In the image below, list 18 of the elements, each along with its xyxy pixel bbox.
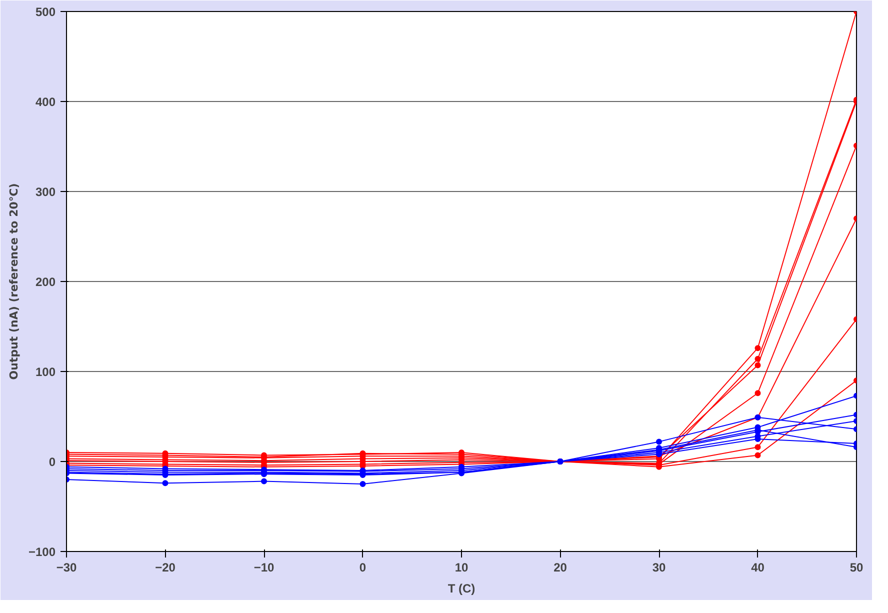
x-tick-label: 40	[751, 560, 765, 574]
x-tick-label: 50	[850, 560, 864, 574]
x-tick-label: 30	[652, 560, 666, 574]
x-tick-label: −30	[56, 560, 78, 574]
y-tick-label: −100	[28, 545, 56, 559]
y-tick-label: 500	[35, 5, 56, 19]
x-tick-label: −10	[254, 560, 275, 574]
x-tick-label: 10	[454, 560, 468, 574]
x-tick-label: −20	[155, 560, 176, 574]
x-tick-label: 20	[554, 560, 568, 574]
x-axis-title: T (C)	[448, 582, 476, 596]
y-tick-label: 0	[48, 455, 56, 469]
y-axis-title: Output (nA) (reference to 20℃)	[8, 183, 20, 380]
x-tick-label: 0	[359, 560, 366, 574]
y-tick-label: 100	[35, 365, 56, 379]
y-tick-label: 200	[35, 275, 56, 289]
y-tick-label: 300	[35, 185, 56, 199]
y-tick-label: 400	[35, 95, 56, 109]
